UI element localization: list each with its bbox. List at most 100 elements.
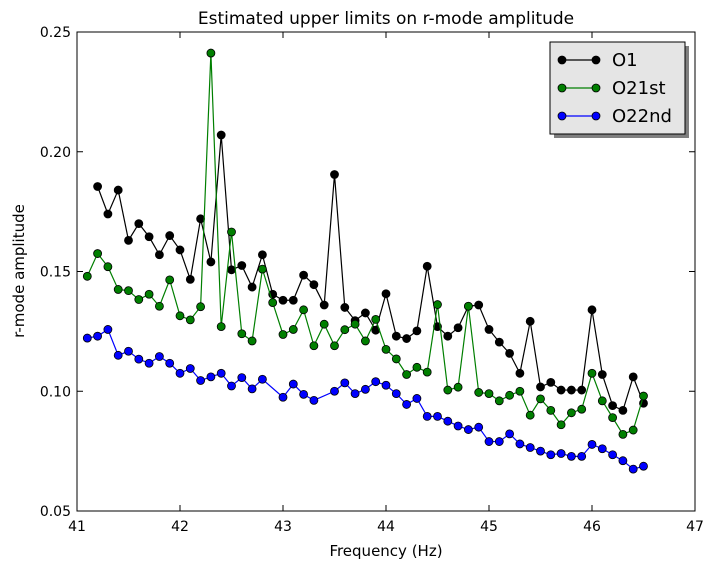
data-point (278, 392, 288, 402)
data-point (103, 325, 113, 334)
data-point (525, 443, 535, 452)
data-point (216, 130, 226, 140)
y-tick-label: 0.25 (40, 25, 71, 41)
x-tick-label: 43 (274, 519, 292, 535)
data-point (175, 245, 185, 255)
data-point (340, 303, 350, 312)
legend-marker (591, 83, 601, 93)
x-tick-label: 42 (171, 519, 189, 535)
data-point (206, 48, 216, 58)
data-point (536, 394, 545, 404)
x-tick-label: 45 (480, 519, 498, 535)
legend-marker (557, 111, 567, 121)
data-point (494, 396, 504, 406)
data-point (402, 400, 412, 409)
data-point (381, 380, 391, 390)
data-point (391, 354, 401, 364)
data-point (113, 185, 123, 195)
data-point (597, 396, 607, 406)
data-point (237, 329, 247, 339)
data-point (567, 408, 576, 418)
data-point (608, 413, 617, 423)
legend-label: O1 (612, 50, 638, 71)
series-layer (82, 48, 648, 474)
data-point (628, 425, 638, 435)
data-point (288, 295, 298, 305)
data-point (474, 388, 484, 397)
series-o22nd (82, 325, 648, 474)
data-point (494, 437, 504, 446)
data-point (185, 364, 195, 373)
data-point (546, 406, 556, 415)
data-point (556, 449, 566, 458)
data-point (319, 300, 329, 310)
legend-marker (557, 83, 567, 93)
data-point (536, 446, 545, 456)
legend-entry: O21st (557, 78, 666, 99)
legend-marker (591, 111, 601, 121)
x-tick-label: 46 (583, 519, 601, 535)
data-point (227, 265, 236, 275)
data-point (206, 257, 216, 267)
data-point (360, 384, 370, 394)
data-point (525, 316, 535, 326)
data-point (299, 389, 309, 399)
data-point (536, 382, 545, 392)
data-point (134, 219, 144, 229)
data-point (309, 395, 319, 405)
legend-marker (591, 55, 601, 65)
data-point (165, 358, 175, 368)
data-point (567, 451, 576, 461)
data-point (309, 280, 319, 290)
data-point (556, 420, 566, 430)
data-point (402, 370, 412, 379)
data-point (484, 325, 494, 334)
data-point (556, 385, 566, 395)
data-point (360, 336, 370, 346)
data-point (196, 214, 206, 224)
data-point (453, 323, 463, 333)
data-point (340, 378, 350, 388)
data-point (412, 326, 422, 336)
data-point (474, 300, 484, 310)
data-point (144, 289, 154, 299)
data-point (103, 262, 113, 272)
data-point (381, 344, 391, 354)
data-point (237, 261, 247, 270)
data-point (463, 425, 473, 434)
data-point (422, 411, 432, 421)
data-point (515, 386, 525, 396)
data-point (422, 367, 432, 377)
data-point (391, 331, 401, 341)
data-point (412, 394, 422, 403)
data-point (618, 456, 628, 466)
legend: O1 O21st O22nd (549, 41, 689, 138)
data-point (144, 358, 154, 368)
data-point (257, 374, 267, 384)
data-point (597, 444, 607, 454)
data-point (608, 401, 617, 411)
data-point (227, 227, 236, 237)
data-point (247, 384, 257, 394)
legend-label: O22nd (612, 106, 672, 127)
x-tick-label: 47 (686, 519, 704, 535)
data-point (299, 270, 309, 280)
data-point (474, 422, 484, 432)
data-point (247, 336, 257, 346)
data-point (505, 349, 515, 358)
data-point (525, 410, 535, 420)
data-point (196, 376, 206, 385)
x-axis-tick-labels: 41 42 43 44 45 46 47 (68, 519, 704, 535)
data-point (288, 325, 298, 334)
data-point (412, 362, 422, 372)
data-point (93, 182, 102, 191)
data-point (350, 389, 360, 399)
data-point (330, 341, 339, 351)
data-point (247, 282, 257, 292)
data-point (371, 314, 381, 324)
legend-marker (557, 55, 567, 65)
data-point (113, 285, 123, 294)
data-point (93, 249, 102, 258)
data-point (154, 301, 164, 311)
